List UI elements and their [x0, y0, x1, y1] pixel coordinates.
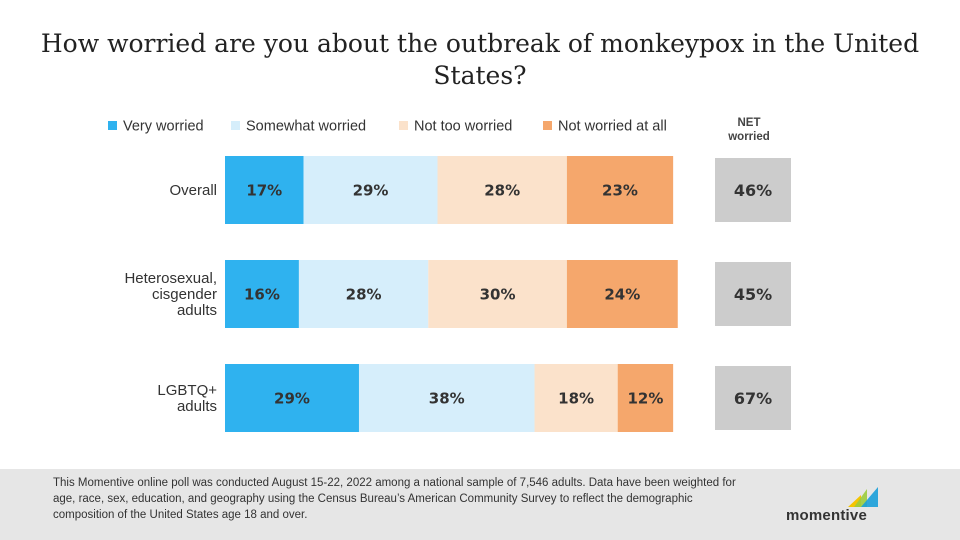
category-label-overall: Overall	[169, 182, 217, 199]
data-label-overall-very-worried: 17%	[246, 182, 282, 200]
stacked-bar-chart: Very worried Somewhat worried Not too worr…	[108, 117, 791, 432]
data-label-lgbtq-somewhat-worried: 38%	[429, 390, 465, 408]
net-worried-header: NET worried	[727, 117, 770, 143]
data-label-overall-not-worried-at-all: 23%	[602, 182, 638, 200]
bar-overall-very-worried	[225, 156, 304, 224]
chart-title: How worried are you about the outbreak o…	[40, 29, 920, 90]
data-label-overall-not-too-worried: 28%	[484, 182, 520, 200]
net-box-lgbtq	[715, 366, 791, 430]
bar-lgbtq-somewhat-worried	[358, 364, 535, 432]
legend-swatch-very-worried	[108, 121, 117, 130]
data-label-lgbtq-very-worried: 29%	[274, 390, 310, 408]
methodology-note: This Momentive online poll was conducted…	[53, 477, 736, 521]
net-box-heterosexual-cisgender	[715, 262, 791, 326]
brand-name: momentive	[786, 507, 867, 524]
bar-overall-not-worried-at-all	[566, 156, 674, 224]
bar-overall-somewhat-worried	[303, 156, 438, 224]
legend-label-very-worried: Very worried	[123, 119, 204, 135]
bar-heterosexual-cisgender-somewhat-worried	[298, 260, 429, 328]
bar-overall-not-too-worried	[437, 156, 567, 224]
legend-swatch-not-worried-at-all	[543, 121, 552, 130]
data-label-heterosexual-cisgender-very-worried: 16%	[244, 286, 280, 304]
net-value-lgbtq: 67%	[734, 389, 772, 408]
net-box-overall	[715, 158, 791, 222]
data-label-overall-somewhat-worried: 29%	[353, 182, 389, 200]
footer: This Momentive online poll was conducted…	[0, 469, 960, 540]
legend-label-somewhat-worried: Somewhat worried	[246, 119, 366, 135]
chart-legend: Very worried Somewhat worried Not too worr…	[108, 119, 667, 135]
data-label-lgbtq-not-worried-at-all: 12%	[627, 390, 663, 408]
bar-lgbtq-not-too-worried	[534, 364, 618, 432]
momentive-logo-mark-icon	[848, 487, 878, 507]
data-label-heterosexual-cisgender-not-too-worried: 30%	[480, 286, 516, 304]
bar-area: 17% 29% 28% 23% 16% 28% 30% 24% 29% 38% 18% 12%	[225, 156, 678, 432]
category-label-lgbtq: LGBTQ+ adults	[157, 382, 217, 415]
legend-swatch-somewhat-worried	[231, 121, 240, 130]
data-label-heterosexual-cisgender-not-worried-at-all: 24%	[604, 286, 640, 304]
bar-heterosexual-cisgender-not-worried-at-all	[566, 260, 678, 328]
data-label-heterosexual-cisgender-somewhat-worried: 28%	[346, 286, 382, 304]
bar-heterosexual-cisgender-very-worried	[225, 260, 299, 328]
bar-lgbtq-very-worried	[225, 364, 359, 432]
net-value-heterosexual-cisgender: 45%	[734, 285, 772, 304]
legend-swatch-not-too-worried	[399, 121, 408, 130]
bar-heterosexual-cisgender-not-too-worried	[428, 260, 567, 328]
net-value-overall: 46%	[734, 181, 772, 200]
net-worried-column: 46% 45% 67% NET worried	[715, 117, 791, 430]
momentive-logo: momentive	[786, 487, 886, 527]
legend-label-not-too-worried: Not too worried	[414, 119, 512, 135]
category-labels: Overall Heterosexual, cisgender adults LGBTQ…	[124, 182, 217, 415]
bar-lgbtq-not-worried-at-all	[617, 364, 674, 432]
category-label-heterosexual-cisgender: Heterosexual, cisgender adults	[124, 270, 217, 319]
data-label-lgbtq-not-too-worried: 18%	[558, 390, 594, 408]
legend-label-not-worried-at-all: Not worried at all	[558, 119, 667, 135]
